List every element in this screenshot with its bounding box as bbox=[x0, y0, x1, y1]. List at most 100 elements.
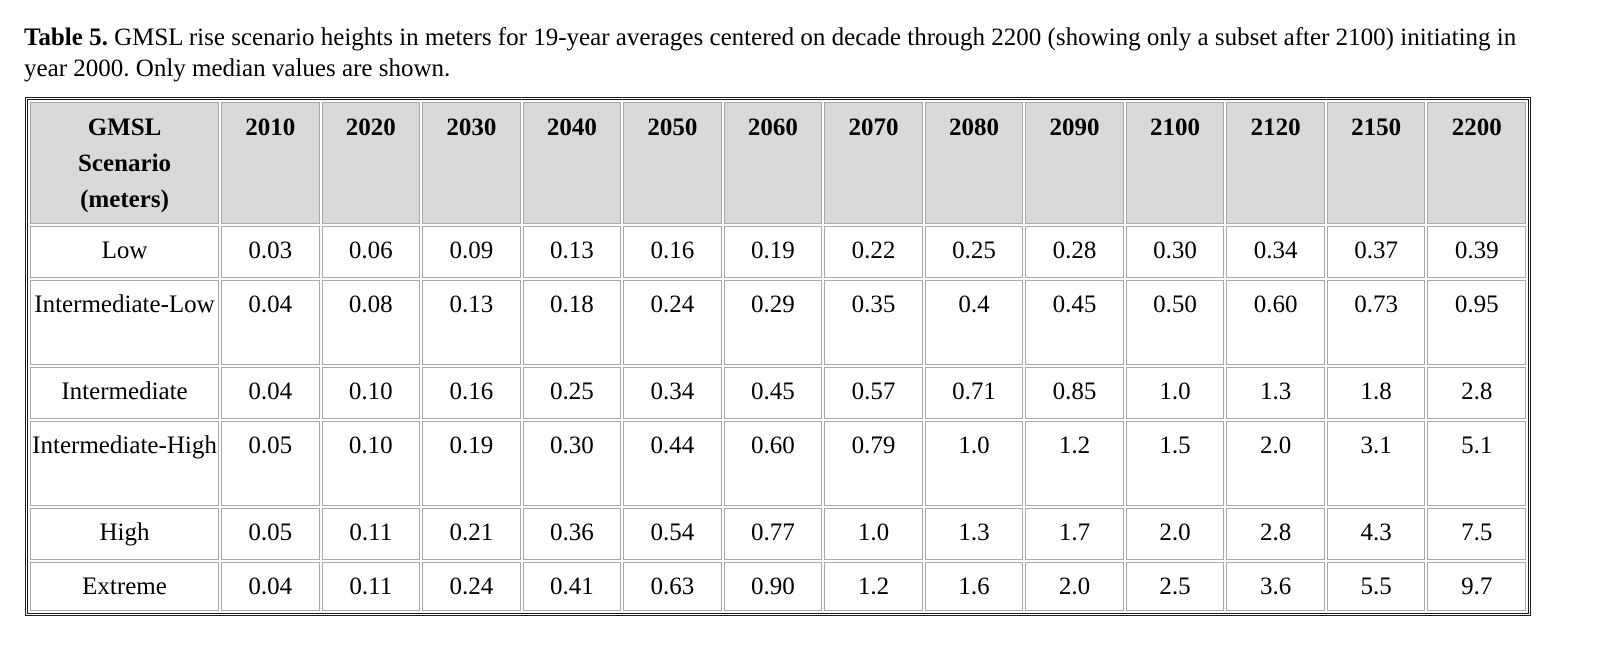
value-cell: 0.50 bbox=[1125, 280, 1225, 365]
year-header: 2010 bbox=[221, 102, 320, 224]
value-cell: 1.5 bbox=[1125, 421, 1225, 506]
value-cell: 1.6 bbox=[924, 562, 1024, 611]
value-cell: 0.95 bbox=[1427, 280, 1526, 365]
value-cell: 0.57 bbox=[824, 367, 923, 419]
value-cell: 0.24 bbox=[422, 562, 521, 611]
scenario-name-cell: Intermediate-Low bbox=[30, 280, 219, 365]
value-cell: 0.45 bbox=[723, 367, 823, 419]
value-cell: 3.1 bbox=[1326, 421, 1426, 506]
value-cell: 0.04 bbox=[221, 367, 320, 419]
value-cell: 1.2 bbox=[1025, 421, 1124, 506]
value-cell: 0.22 bbox=[824, 226, 923, 278]
value-cell: 1.3 bbox=[1226, 367, 1325, 419]
value-cell: 0.06 bbox=[321, 226, 421, 278]
value-cell: 1.0 bbox=[1125, 367, 1225, 419]
scenario-header-line: GMSL bbox=[87, 114, 162, 141]
year-header: 2050 bbox=[623, 102, 722, 224]
value-cell: 0.10 bbox=[321, 421, 421, 506]
year-header: 2090 bbox=[1025, 102, 1124, 224]
year-header: 2120 bbox=[1226, 102, 1325, 224]
scenario-name-cell: Extreme bbox=[30, 562, 219, 611]
table-row: Intermediate 0.04 0.10 0.16 0.25 0.34 0.45 0.57… bbox=[30, 367, 1526, 419]
value-cell: 0.39 bbox=[1427, 226, 1526, 278]
value-cell: 0.11 bbox=[321, 562, 421, 611]
value-cell: 0.45 bbox=[1025, 280, 1124, 365]
table-row: Intermediate-Low 0.04 0.08 0.13 0.18 0.24 0.29… bbox=[30, 280, 1526, 365]
table-row: Extreme 0.04 0.11 0.24 0.41 0.63 0.90 1.2 1.6 2.0… bbox=[30, 562, 1526, 611]
value-cell: 0.60 bbox=[1226, 280, 1325, 365]
value-cell: 0.18 bbox=[522, 280, 622, 365]
year-header: 2080 bbox=[924, 102, 1024, 224]
table-row: High 0.05 0.11 0.21 0.36 0.54 0.77 1.0 1.3 1.7 2.0… bbox=[30, 508, 1526, 560]
value-cell: 0.11 bbox=[321, 508, 421, 560]
value-cell: 0.10 bbox=[321, 367, 421, 419]
value-cell: 1.0 bbox=[924, 421, 1024, 506]
value-cell: 1.0 bbox=[824, 508, 923, 560]
value-cell: 0.05 bbox=[221, 421, 320, 506]
value-cell: 1.8 bbox=[1326, 367, 1426, 419]
value-cell: 0.28 bbox=[1025, 226, 1124, 278]
scenario-header-line: Scenario bbox=[77, 150, 172, 177]
value-cell: 0.63 bbox=[623, 562, 722, 611]
value-cell: 0.85 bbox=[1025, 367, 1124, 419]
value-cell: 0.13 bbox=[522, 226, 622, 278]
value-cell: 7.5 bbox=[1427, 508, 1526, 560]
value-cell: 0.35 bbox=[824, 280, 923, 365]
value-cell: 0.79 bbox=[824, 421, 923, 506]
value-cell: 3.6 bbox=[1226, 562, 1325, 611]
value-cell: 0.25 bbox=[522, 367, 622, 419]
scenario-column-header: GMSL Scenario (meters) bbox=[30, 102, 219, 224]
value-cell: 0.34 bbox=[623, 367, 722, 419]
value-cell: 0.73 bbox=[1326, 280, 1426, 365]
value-cell: 0.09 bbox=[422, 226, 521, 278]
table-body: Low 0.03 0.06 0.09 0.13 0.16 0.19 0.22 0.25 0.28 0… bbox=[30, 226, 1526, 611]
value-cell: 2.8 bbox=[1427, 367, 1526, 419]
value-cell: 0.71 bbox=[924, 367, 1024, 419]
value-cell: 5.1 bbox=[1427, 421, 1526, 506]
value-cell: 0.19 bbox=[422, 421, 521, 506]
scenario-header-line: (meters) bbox=[80, 186, 169, 213]
value-cell: 0.90 bbox=[723, 562, 823, 611]
table-row: Intermediate-High 0.05 0.10 0.19 0.30 0.44 0.6… bbox=[30, 421, 1526, 506]
table-row: Low 0.03 0.06 0.09 0.13 0.16 0.19 0.22 0.25 0.28 0… bbox=[30, 226, 1526, 278]
year-header: 2100 bbox=[1125, 102, 1225, 224]
value-cell: 0.30 bbox=[1125, 226, 1225, 278]
year-header: 2200 bbox=[1427, 102, 1526, 224]
value-cell: 0.08 bbox=[321, 280, 421, 365]
value-cell: 1.3 bbox=[924, 508, 1024, 560]
caption-text: GMSL rise scenario heights in meters for… bbox=[24, 24, 1517, 82]
table-caption: Table 5. GMSL rise scenario heights in m… bbox=[24, 22, 1524, 84]
value-cell: 1.7 bbox=[1025, 508, 1124, 560]
value-cell: 0.36 bbox=[522, 508, 622, 560]
value-cell: 0.29 bbox=[723, 280, 823, 365]
value-cell: 0.77 bbox=[723, 508, 823, 560]
value-cell: 0.04 bbox=[221, 280, 320, 365]
header-row: GMSL Scenario (meters) 2010 2020 2030 20… bbox=[30, 102, 1526, 224]
value-cell: 0.34 bbox=[1226, 226, 1325, 278]
value-cell: 2.0 bbox=[1025, 562, 1124, 611]
table-frame: GMSL Scenario (meters) 2010 2020 2030 20… bbox=[25, 97, 1531, 616]
value-cell: 0.13 bbox=[422, 280, 521, 365]
scenario-name-cell: Intermediate-High bbox=[30, 421, 219, 506]
value-cell: 0.44 bbox=[623, 421, 722, 506]
year-header: 2060 bbox=[723, 102, 823, 224]
value-cell: 0.05 bbox=[221, 508, 320, 560]
scenario-name-cell: Intermediate bbox=[30, 367, 219, 419]
value-cell: 0.60 bbox=[723, 421, 823, 506]
value-cell: 0.4 bbox=[924, 280, 1024, 365]
value-cell: 0.54 bbox=[623, 508, 722, 560]
value-cell: 0.19 bbox=[723, 226, 823, 278]
scenario-name-cell: Low bbox=[30, 226, 219, 278]
scenario-name-cell: High bbox=[30, 508, 219, 560]
year-header: 2030 bbox=[422, 102, 521, 224]
year-header: 2070 bbox=[824, 102, 923, 224]
value-cell: 2.5 bbox=[1125, 562, 1225, 611]
value-cell: 5.5 bbox=[1326, 562, 1426, 611]
value-cell: 0.04 bbox=[221, 562, 320, 611]
gmsl-scenario-table: GMSL Scenario (meters) 2010 2020 2030 20… bbox=[28, 100, 1528, 613]
value-cell: 0.21 bbox=[422, 508, 521, 560]
value-cell: 0.24 bbox=[623, 280, 722, 365]
year-header: 2150 bbox=[1326, 102, 1426, 224]
value-cell: 0.37 bbox=[1326, 226, 1426, 278]
value-cell: 2.0 bbox=[1125, 508, 1225, 560]
